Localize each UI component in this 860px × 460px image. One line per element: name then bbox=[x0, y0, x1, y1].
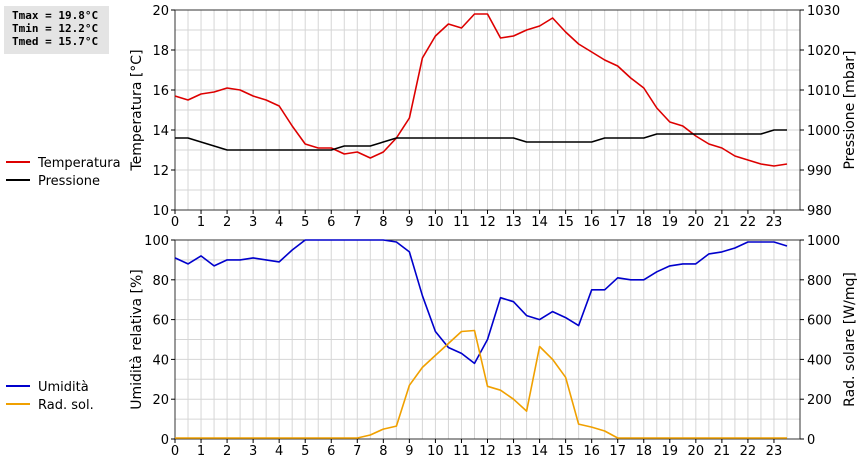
x-tick-label: 20 bbox=[688, 444, 705, 459]
x-tick-label: 19 bbox=[662, 444, 679, 459]
y-axis-label: Temperatura [°C] bbox=[129, 49, 145, 171]
y2-tick-label: 800 bbox=[807, 274, 832, 289]
x-tick-label: 0 bbox=[171, 215, 179, 230]
x-tick-label: 23 bbox=[766, 444, 783, 459]
x-tick-label: 11 bbox=[453, 444, 470, 459]
x-tick-label: 12 bbox=[479, 444, 496, 459]
y-tick-label: 40 bbox=[152, 353, 169, 368]
chart-panel-2: 0 1 2 3 4 5 6 7 8 9 10 11 12 13 14 15 16 17 18 19 20 21 22 2302… bbox=[6, 234, 858, 459]
y2-tick-label: 400 bbox=[807, 353, 832, 368]
y2-tick-label: 200 bbox=[807, 393, 832, 408]
x-tick-label: 9 bbox=[405, 444, 413, 459]
legend-label: Temperatura bbox=[37, 156, 121, 171]
y2-tick-label: 1000 bbox=[807, 124, 840, 139]
x-tick-label: 21 bbox=[714, 444, 731, 459]
x-tick-label: 2 bbox=[223, 444, 231, 459]
series-line-1 bbox=[174, 239, 788, 365]
x-tick-label: 6 bbox=[327, 444, 335, 459]
y-tick-label: 20 bbox=[152, 393, 169, 408]
x-tick-label: 7 bbox=[353, 444, 361, 459]
x-tick-label: 2 bbox=[223, 215, 231, 230]
x-tick-label: 1 bbox=[197, 444, 205, 459]
chart-panel-1: 0 1 2 3 4 5 6 7 8 9 10 11 12 13 14 15 16 17 18 19 20 21 22 2310… bbox=[6, 4, 858, 230]
legend-label: Rad. sol. bbox=[38, 398, 94, 413]
y2-tick-label: 600 bbox=[807, 314, 832, 329]
series-line-2 bbox=[175, 329, 787, 439]
y2-tick-label: 980 bbox=[807, 204, 832, 219]
x-tick-label: 3 bbox=[249, 444, 257, 459]
x-tick-label: 15 bbox=[557, 444, 574, 459]
legend-label: Pressione bbox=[38, 174, 100, 189]
y-tick-label: 14 bbox=[152, 124, 169, 139]
x-tick-label: 18 bbox=[635, 215, 652, 230]
x-tick-label: 17 bbox=[609, 444, 626, 459]
x-tick-label: 5 bbox=[301, 215, 309, 230]
x-tick-label: 8 bbox=[379, 215, 387, 230]
y2-tick-label: 1010 bbox=[807, 84, 840, 99]
tmax-text: Tmax = 19.8°C bbox=[12, 9, 99, 22]
tmed-text: Tmed = 15.7°C bbox=[12, 35, 99, 48]
stats-box: Tmax = 19.8°C Tmin = 12.2°C Tmed = 15.7°… bbox=[4, 6, 109, 54]
x-tick-label: 12 bbox=[479, 215, 496, 230]
y2-tick-label: 1000 bbox=[807, 234, 840, 249]
x-tick-label: 18 bbox=[635, 444, 652, 459]
x-tick-label: 15 bbox=[557, 215, 574, 230]
x-tick-label: 4 bbox=[275, 444, 283, 459]
y-tick-label: 10 bbox=[152, 204, 169, 219]
y2-tick-label: 990 bbox=[807, 164, 832, 179]
x-tick-label: 19 bbox=[662, 215, 679, 230]
x-tick-label: 1 bbox=[197, 215, 205, 230]
x-tick-label: 7 bbox=[353, 215, 361, 230]
y-tick-label: 100 bbox=[144, 234, 169, 249]
x-tick-label: 13 bbox=[505, 215, 522, 230]
y2-tick-label: 1020 bbox=[807, 44, 840, 59]
x-tick-label: 10 bbox=[427, 215, 444, 230]
x-tick-label: 14 bbox=[531, 444, 548, 459]
x-tick-label: 14 bbox=[531, 215, 548, 230]
x-tick-label: 17 bbox=[609, 215, 626, 230]
x-tick-label: 21 bbox=[714, 215, 731, 230]
y-axis-label: Umidità relativa [%] bbox=[129, 269, 145, 410]
y-tick-label: 20 bbox=[152, 4, 169, 19]
x-tick-label: 5 bbox=[301, 444, 309, 459]
x-tick-label: 16 bbox=[583, 444, 600, 459]
y2-tick-label: 1030 bbox=[807, 4, 840, 19]
series-line-1 bbox=[174, 13, 788, 167]
tmin-text: Tmin = 12.2°C bbox=[12, 22, 99, 35]
x-tick-label: 13 bbox=[505, 444, 522, 459]
y-tick-label: 80 bbox=[152, 274, 169, 289]
y-tick-label: 12 bbox=[152, 164, 169, 179]
x-tick-label: 22 bbox=[740, 444, 757, 459]
y-tick-label: 60 bbox=[152, 314, 169, 329]
x-tick-label: 10 bbox=[427, 444, 444, 459]
x-tick-label: 11 bbox=[453, 215, 470, 230]
x-tick-label: 20 bbox=[688, 215, 705, 230]
x-tick-label: 16 bbox=[583, 215, 600, 230]
x-tick-label: 8 bbox=[379, 444, 387, 459]
x-tick-label: 22 bbox=[740, 215, 757, 230]
y2-tick-label: 0 bbox=[807, 433, 815, 448]
x-tick-label: 3 bbox=[249, 215, 257, 230]
legend-label: Umidità bbox=[38, 380, 89, 395]
y-tick-label: 18 bbox=[152, 44, 169, 59]
y2-axis-label: Pressione [mbar] bbox=[842, 50, 858, 169]
x-tick-label: 9 bbox=[405, 215, 413, 230]
x-tick-label: 0 bbox=[171, 444, 179, 459]
x-tick-label: 23 bbox=[766, 215, 783, 230]
y-tick-label: 16 bbox=[152, 84, 169, 99]
y-tick-label: 0 bbox=[161, 433, 169, 448]
series-line-2 bbox=[175, 129, 787, 151]
x-tick-label: 6 bbox=[327, 215, 335, 230]
y2-axis-label: Rad. solare [W/mq] bbox=[842, 272, 858, 407]
x-tick-label: 4 bbox=[275, 215, 283, 230]
